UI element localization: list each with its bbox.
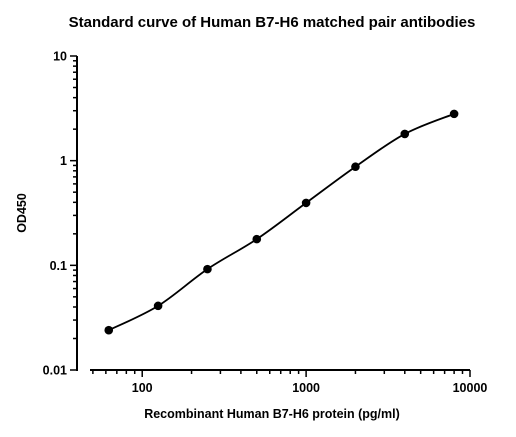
data-point bbox=[449, 109, 459, 119]
y-tick-label: 0.1 bbox=[50, 259, 67, 273]
data-point bbox=[153, 301, 163, 311]
y-axis-label: OD450 bbox=[15, 193, 29, 233]
data-point bbox=[351, 162, 360, 172]
axis-ticks: 0.01 0.1 1 10 100 1000 10000 bbox=[43, 50, 488, 396]
data-point bbox=[203, 264, 212, 274]
x-axis-label: Recombinant Human B7-H6 protein (pg/ml) bbox=[144, 407, 400, 421]
x-tick-label: 100 bbox=[132, 381, 153, 395]
y-tick-label: 10 bbox=[53, 50, 67, 64]
x-tick-label: 10000 bbox=[453, 381, 488, 395]
data-point bbox=[400, 129, 410, 139]
y-tick-label: 1 bbox=[60, 154, 67, 168]
data-point bbox=[252, 234, 262, 244]
data-point bbox=[104, 325, 114, 335]
fit-curve bbox=[108, 113, 455, 332]
axes bbox=[76, 56, 470, 371]
y-tick-label: 0.01 bbox=[43, 364, 67, 378]
x-tick-label: 1000 bbox=[292, 381, 320, 395]
data-point bbox=[301, 198, 311, 208]
fit-curve-layer bbox=[108, 113, 455, 332]
chart-title: Standard curve of Human B7-H6 matched pa… bbox=[69, 14, 476, 31]
data-points bbox=[104, 109, 459, 335]
